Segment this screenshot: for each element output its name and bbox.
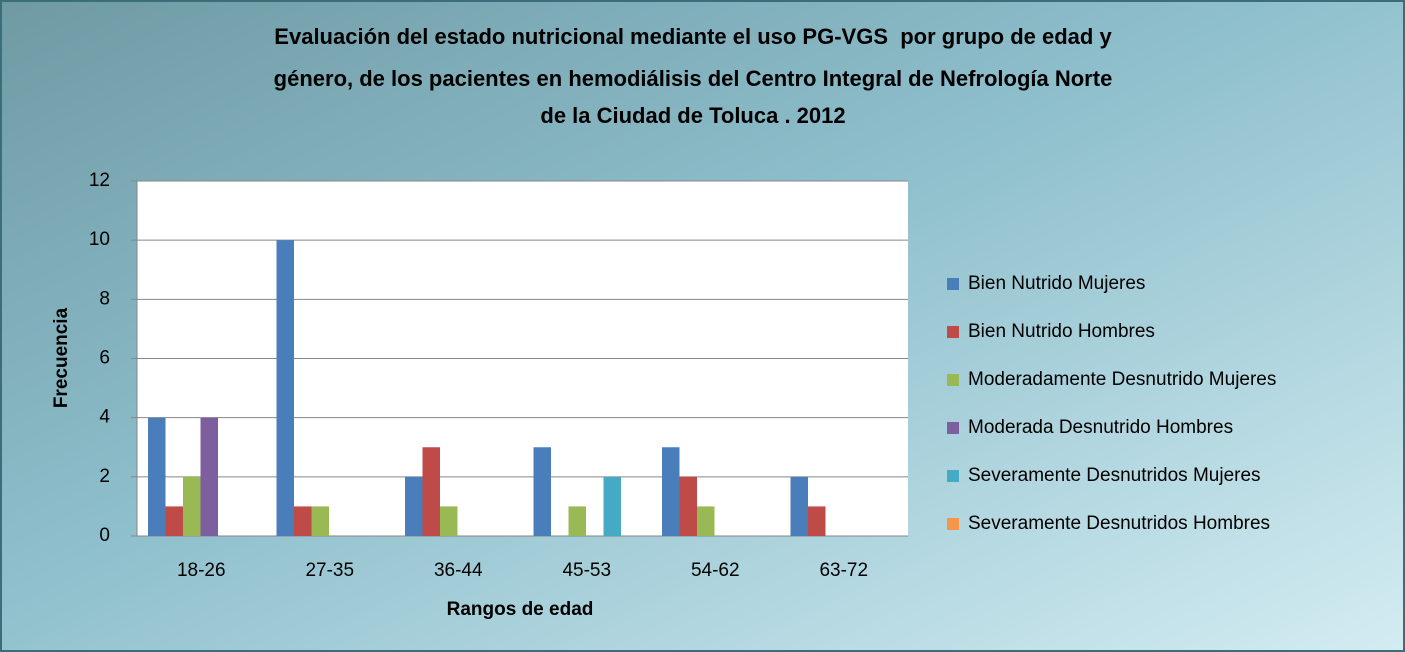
y-tick-label: 2 xyxy=(99,466,110,487)
bar xyxy=(165,506,183,536)
bar xyxy=(422,447,440,536)
bar xyxy=(311,506,329,536)
legend-swatch xyxy=(947,374,959,386)
x-tick-label: 54-62 xyxy=(691,560,740,581)
bar xyxy=(679,476,697,536)
bar xyxy=(533,447,551,536)
x-tick-label: 63-72 xyxy=(819,560,868,581)
y-tick-label: 8 xyxy=(99,288,110,309)
bar xyxy=(294,506,312,536)
legend-swatch xyxy=(947,470,959,482)
x-tick-label: 45-53 xyxy=(562,560,611,581)
bar xyxy=(662,447,680,536)
bar xyxy=(568,506,586,536)
bar xyxy=(440,506,458,536)
legend-swatch xyxy=(947,518,959,530)
bar xyxy=(200,417,218,536)
bar xyxy=(183,476,201,536)
legend-label: Bien Nutrido Mujeres xyxy=(968,273,1145,294)
chart-title: de la Ciudad de Toluca . 2012 xyxy=(540,103,845,128)
chart-title: Evaluación del estado nutricional median… xyxy=(274,24,1112,49)
chart-title: género, de los pacientes en hemodiálisis… xyxy=(274,66,1113,91)
bar xyxy=(276,240,294,536)
bar xyxy=(790,476,808,536)
legend-swatch xyxy=(947,422,959,434)
legend-swatch xyxy=(947,326,959,338)
bar xyxy=(697,506,715,536)
x-tick-label: 27-35 xyxy=(305,560,354,581)
bar xyxy=(808,506,826,536)
y-tick-label: 6 xyxy=(99,348,110,369)
y-tick-label: 12 xyxy=(89,170,110,191)
y-tick-label: 10 xyxy=(89,229,110,250)
bar xyxy=(405,476,423,536)
legend-label: Moderadamente Desnutrido Mujeres xyxy=(968,369,1276,390)
bar xyxy=(603,476,621,536)
legend-label: Moderada Desnutrido Hombres xyxy=(968,417,1233,438)
legend-label: Severamente Desnutridos Hombres xyxy=(968,513,1270,534)
x-tick-label: 18-26 xyxy=(177,560,226,581)
y-axis-title: Frecuencia xyxy=(51,307,72,408)
y-tick-label: 4 xyxy=(99,407,110,428)
legend-label: Severamente Desnutridos Mujeres xyxy=(968,465,1261,486)
x-tick-label: 36-44 xyxy=(434,560,483,581)
y-tick-label: 0 xyxy=(99,525,110,546)
x-axis-title: Rangos de edad xyxy=(447,599,594,620)
legend-label: Bien Nutrido Hombres xyxy=(968,321,1155,342)
bar xyxy=(148,417,166,536)
legend-swatch xyxy=(947,278,959,290)
